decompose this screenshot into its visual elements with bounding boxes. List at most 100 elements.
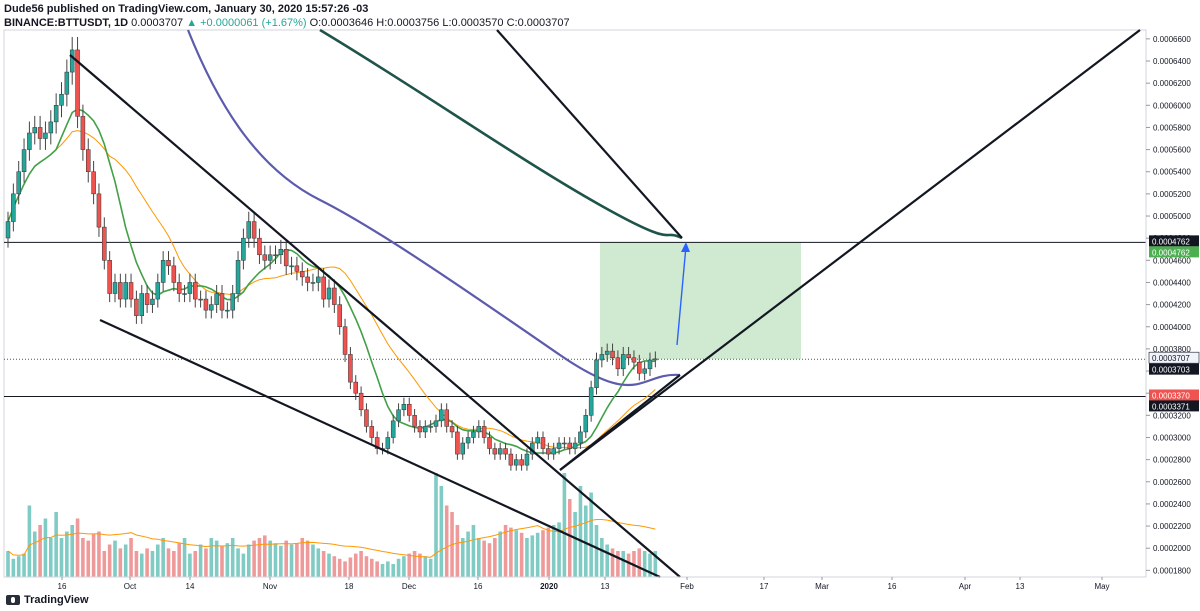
volume-bar: [273, 543, 278, 577]
x-tick-label: 18: [345, 582, 354, 591]
volume-bar: [230, 538, 235, 577]
volume-bar: [123, 544, 128, 577]
candle-body: [621, 354, 626, 370]
volume-bar: [332, 556, 337, 577]
candle-body: [519, 459, 524, 466]
price-label: 0.0004762: [1152, 237, 1190, 246]
candle-body: [540, 437, 546, 449]
price-label: 0.0003371: [1152, 402, 1190, 411]
price-label: 0.0004762: [1152, 248, 1190, 257]
candle-body: [562, 442, 567, 445]
candle-body: [59, 93, 64, 106]
y-tick-label: 0.0005000: [1153, 212, 1191, 221]
candle-body: [353, 381, 358, 394]
candle-body: [171, 265, 177, 283]
volume-bar: [391, 564, 395, 577]
volume-bar: [412, 551, 417, 577]
candle-body: [476, 426, 482, 433]
volume-bar: [305, 540, 310, 577]
candle-body: [551, 448, 556, 455]
y-tick-label: 0.0002400: [1153, 500, 1191, 509]
y-tick-label: 0.0004600: [1153, 256, 1191, 265]
x-tick-label: 16: [888, 582, 897, 591]
candle-body: [444, 409, 449, 427]
volume-bar: [107, 544, 112, 577]
price-change: ▲ +0.0000061 (+1.67%): [186, 17, 307, 29]
candle-body: [433, 420, 439, 427]
volume-bar: [407, 553, 412, 577]
projection-line: [496, 29, 683, 239]
volume-bar: [316, 548, 321, 577]
candle-body: [16, 171, 21, 195]
candle-body: [374, 437, 380, 449]
target-arrow-line: [676, 245, 687, 346]
volume-bar: [605, 544, 609, 577]
candle-body: [176, 282, 182, 294]
candle-body: [583, 415, 589, 433]
volume-bar: [567, 499, 572, 577]
volume-bar: [653, 551, 658, 577]
price-label-box: [1149, 235, 1199, 247]
volume-bar: [129, 538, 133, 577]
volume-bar: [348, 557, 353, 577]
candle-body: [417, 426, 423, 433]
candle-body: [278, 248, 284, 256]
volume-bar: [600, 538, 604, 577]
volume-ma-line: [7, 519, 656, 558]
volume-bar: [54, 512, 58, 577]
y-tick-label: 0.0003000: [1153, 433, 1191, 442]
candle-body: [604, 350, 610, 355]
candle-body: [535, 437, 540, 444]
candle-body: [91, 171, 96, 195]
volume-bar: [246, 544, 251, 577]
volume-bar: [551, 525, 556, 577]
candle-body: [21, 149, 27, 172]
y-tick-label: 0.0005400: [1153, 168, 1191, 177]
volume-bar: [375, 561, 379, 577]
volume-bar: [311, 544, 315, 577]
target-arrow-head: [681, 242, 690, 252]
volume-bar: [289, 544, 294, 577]
volume-bar: [380, 564, 385, 577]
candle-body: [556, 442, 562, 449]
ma-20-line: [7, 130, 656, 449]
candle-body: [53, 105, 59, 123]
price-label-box: [1149, 400, 1199, 412]
volume-bar: [594, 525, 599, 577]
candle-body: [358, 392, 364, 411]
brand-name: TradingView: [24, 594, 89, 606]
candle-body: [385, 437, 391, 449]
x-tick-label: 13: [601, 582, 610, 591]
candle-body: [241, 237, 246, 261]
y-tick-label: 0.0006000: [1153, 101, 1191, 110]
volume-bar: [134, 551, 139, 577]
candle-body: [321, 276, 326, 300]
volume-bar: [530, 535, 535, 577]
volume-bar: [284, 540, 288, 577]
volume-bar: [268, 540, 272, 577]
x-tick-label: Oct: [124, 582, 137, 591]
volume-bar: [418, 553, 422, 577]
candle-body: [166, 260, 171, 267]
volume-bar: [621, 551, 626, 577]
candle-body: [364, 409, 369, 427]
candle-body: [134, 298, 139, 316]
volume-bar: [471, 525, 476, 577]
volume-bar: [439, 486, 444, 577]
volume-bar: [321, 551, 326, 577]
symbol-line: BINANCE:BTTUSDT, 1D 0.0003707 ▲ +0.00000…: [4, 16, 570, 30]
volume-bar: [460, 538, 465, 577]
volume-bar: [43, 518, 48, 577]
tradingview-logo[interactable]: TradingView: [6, 594, 89, 606]
candle-body: [27, 132, 32, 150]
volume-bar: [546, 527, 551, 577]
candle-body: [637, 361, 642, 374]
symbol-name: BINANCE:BTTUSDT, 1D: [4, 17, 129, 29]
candle-body: [316, 276, 321, 283]
x-tick-label: Nov: [263, 582, 277, 591]
volume-bar: [263, 535, 267, 577]
x-tick-label: Feb: [680, 582, 694, 591]
volume-bar: [81, 538, 85, 577]
volume-bar: [477, 538, 481, 577]
